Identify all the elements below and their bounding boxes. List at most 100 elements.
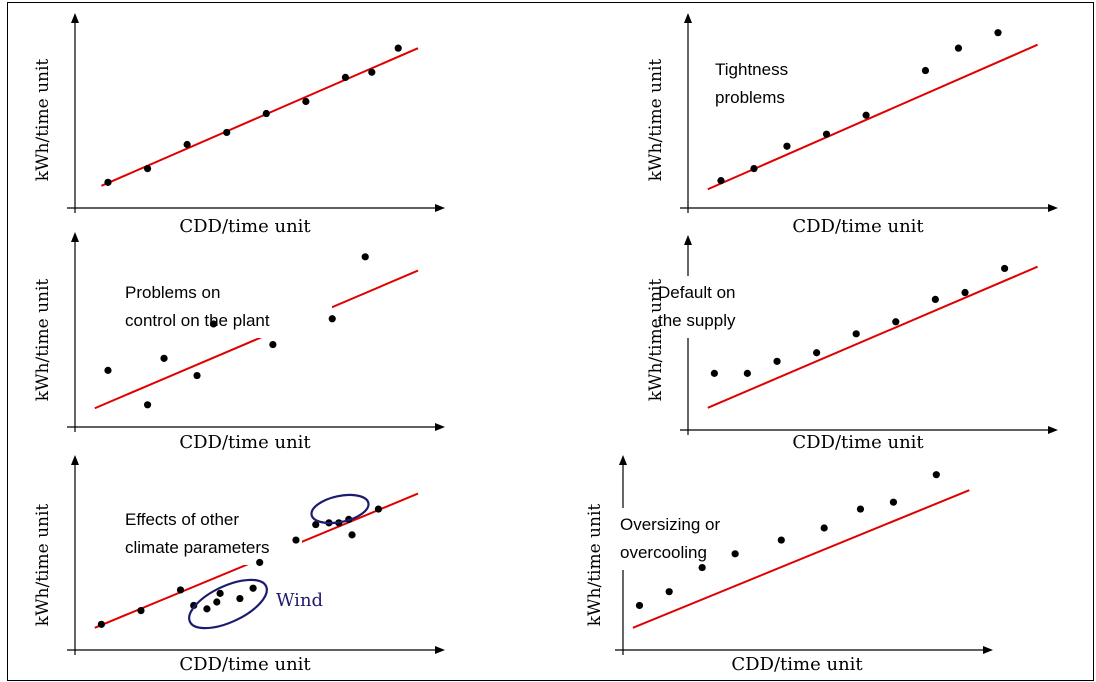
y-axis-label: kWh/time unit [646, 279, 666, 402]
annotation-text: climate parameters [125, 538, 270, 557]
data-point [361, 253, 369, 261]
data-point [954, 44, 963, 52]
data-point [137, 606, 145, 615]
data-point [374, 505, 383, 513]
regression-line [94, 269, 419, 410]
annotation-box [707, 53, 837, 115]
data-point [731, 550, 739, 558]
chart-panel-p5: Effects of other climate parameters Wind CD… [33, 455, 445, 675]
regression-line [632, 489, 970, 629]
data-point [256, 558, 264, 567]
data-point [717, 177, 725, 185]
data-point [160, 354, 168, 362]
data-point [328, 315, 336, 323]
y-axis-label: kWh/time unit [33, 504, 53, 627]
x-axis-arrow [435, 204, 445, 212]
data-point [932, 471, 940, 479]
data-point [143, 164, 152, 173]
data-point [698, 563, 706, 572]
data-point [213, 598, 221, 606]
data-point [203, 605, 211, 613]
data-point [394, 44, 402, 52]
data-point [852, 330, 860, 338]
annotation-box [117, 276, 332, 338]
data-point [743, 369, 751, 377]
data-point [104, 366, 112, 374]
data-point [820, 524, 828, 532]
x-axis-arrow [435, 423, 445, 431]
data-point [193, 371, 201, 380]
data-point [302, 97, 310, 106]
data-point [176, 586, 185, 594]
x-axis-label: CDD/time unit [792, 432, 924, 453]
data-point [856, 505, 865, 513]
annotation-text: Oversizing or [620, 515, 720, 534]
data-point [961, 288, 969, 297]
x-axis-arrow [1048, 426, 1058, 434]
figure-frame [7, 2, 1094, 681]
data-point [312, 520, 320, 529]
annotation-text: overcooling [620, 543, 707, 562]
data-point [931, 295, 939, 304]
y-axis-label: kWh/time unit [646, 59, 666, 182]
data-point [348, 531, 356, 539]
data-point [777, 536, 785, 544]
wind-cluster-ellipse [188, 578, 268, 630]
x-axis-label: CDD/time unit [731, 654, 863, 675]
annotation-text: Default on [658, 283, 736, 302]
annotation-text: Problems on [125, 283, 220, 302]
y-axis-arrow [71, 455, 79, 465]
data-point [368, 68, 376, 76]
data-point [665, 588, 673, 596]
data-point [1001, 264, 1009, 273]
data-point [97, 620, 105, 628]
y-axis-label: kWh/time unit [33, 279, 53, 402]
data-point [710, 369, 718, 377]
data-point [341, 73, 350, 82]
annotation-box [117, 503, 302, 565]
chart-panel-p3: Problems on control on the plant CDD/time … [33, 232, 445, 453]
data-point [292, 536, 300, 544]
annotation-box [612, 508, 742, 570]
data-point [216, 589, 224, 597]
regression-line [707, 265, 1038, 409]
data-point [635, 601, 644, 610]
y-axis-arrow [71, 13, 79, 23]
data-point [921, 66, 930, 75]
data-point [994, 29, 1002, 37]
y-axis-label: kWh/time unit [33, 59, 53, 182]
data-point [773, 357, 781, 365]
x-axis-label: CDD/time unit [179, 432, 311, 453]
x-axis-label: CDD/time unit [179, 216, 311, 237]
data-point [750, 164, 758, 173]
annotation-text: Tightness [715, 60, 788, 79]
annotation-text: problems [715, 88, 785, 107]
data-point [783, 142, 791, 150]
data-point [236, 594, 244, 603]
data-point [249, 584, 257, 592]
y-axis-arrow [684, 235, 692, 245]
y-axis-arrow [71, 232, 79, 242]
y-axis-arrow [619, 455, 627, 465]
annotation-text: Effects of other [125, 510, 239, 529]
chart-panel-p2: Tightness problems CDD/time unit kWh/time u… [646, 13, 1058, 237]
data-point [262, 109, 270, 118]
data-point [209, 320, 218, 328]
climate-cluster-ellipse [310, 493, 370, 525]
data-point [813, 349, 821, 357]
wind-label: Wind [276, 590, 323, 611]
x-axis-arrow [435, 646, 445, 654]
x-axis-arrow [983, 646, 993, 654]
x-axis-arrow [1048, 204, 1058, 212]
data-point [223, 128, 231, 137]
data-point [862, 111, 870, 119]
chart-panel-p1: CDD/time unit kWh/time unit [33, 13, 445, 237]
data-point [822, 130, 831, 138]
data-point [143, 401, 152, 409]
regression-line [707, 43, 1038, 191]
y-axis-arrow [684, 13, 692, 23]
annotation-text: control on the plant [125, 311, 270, 330]
chart-panel-p6: Oversizing or overcooling CDD/time unit kWh… [585, 455, 993, 675]
chart-panel-p4: Default on the supply CDD/time unit kWh/tim… [646, 235, 1058, 453]
